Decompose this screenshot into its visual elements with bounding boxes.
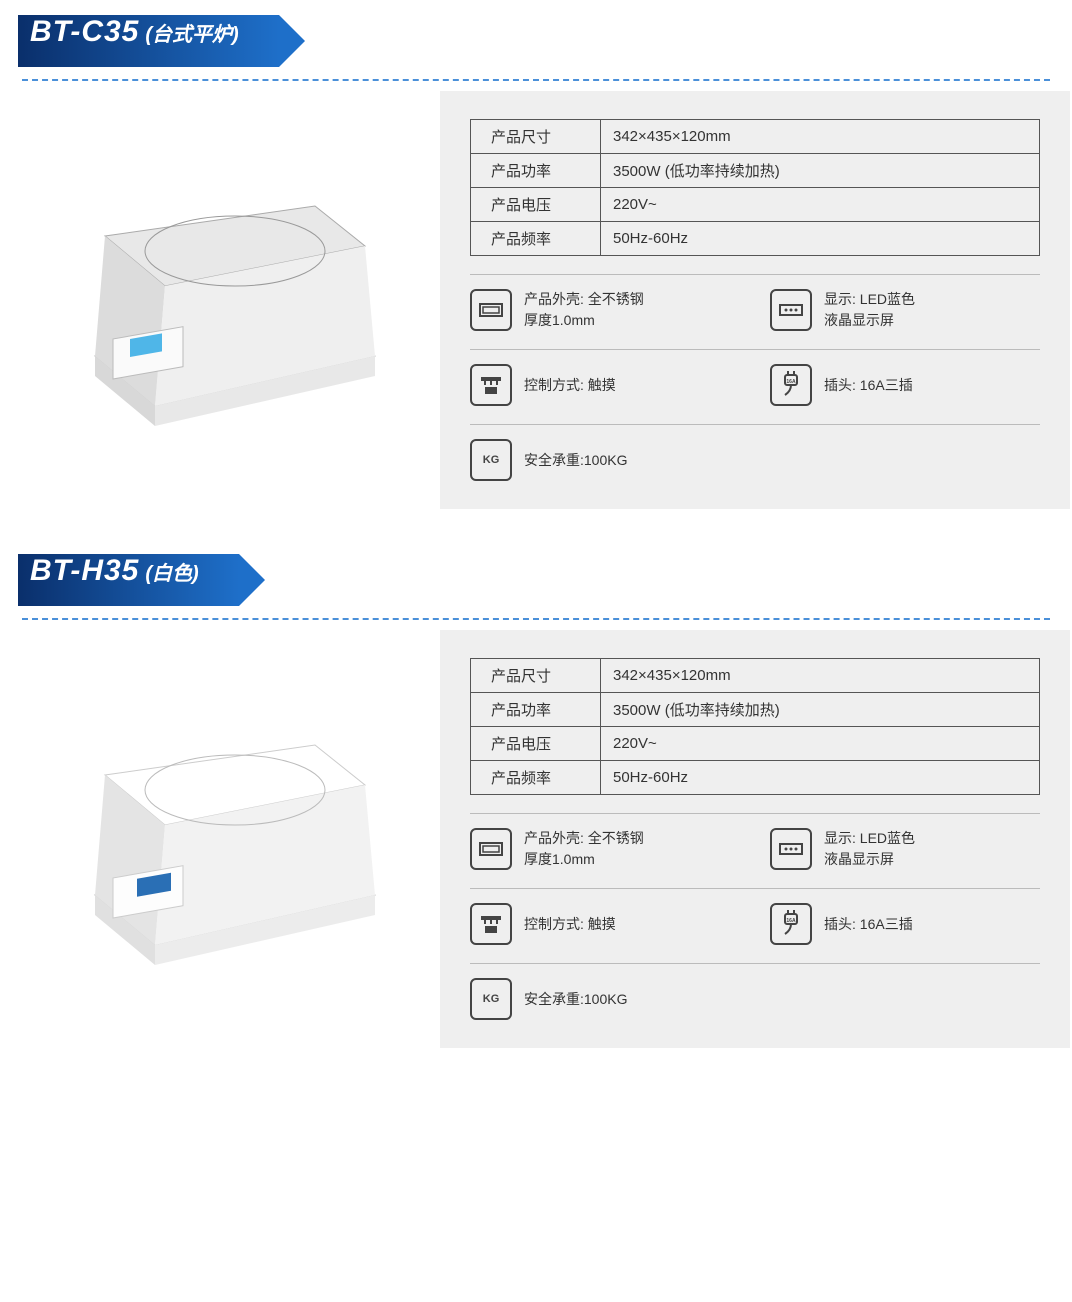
feature-row: KG 安全承重:100KG [470,424,1040,481]
weight-icon: KG [470,978,512,1020]
product-section-2: BT-H35 (白色) 产品尺寸342×435×120mm 产品功率3500W … [0,554,1072,1078]
spec-value: 50Hz-60Hz [601,222,1040,256]
spec-value: 342×435×120mm [601,659,1040,693]
svg-text:16A: 16A [786,918,796,924]
feature-text: 产品外壳: 全不锈钢 厚度1.0mm [524,828,644,870]
feature-row: 控制方式: 触摸 16A 插头: 16A三插 [470,349,1040,406]
display-line1: 显示: LED蓝色 [824,289,915,310]
content-row: 产品尺寸342×435×120mm 产品功率3500W (低功率持续加热) 产品… [0,91,1072,509]
feature-plug: 16A 插头: 16A三插 [770,903,1040,945]
feature-shell: 产品外壳: 全不锈钢 厚度1.0mm [470,828,740,870]
product-image-col [0,630,420,1030]
spec-table: 产品尺寸342×435×120mm 产品功率3500W (低功率持续加热) 产品… [470,658,1040,795]
plug-icon: 16A [770,903,812,945]
spec-value: 342×435×120mm [601,120,1040,154]
feature-text: 显示: LED蓝色 液晶显示屏 [824,289,915,331]
table-row: 产品频率50Hz-60Hz [471,222,1040,256]
feature-row: KG 安全承重:100KG [470,963,1040,1020]
product-image-icon [45,715,385,975]
model-number: BT-C35 [30,15,139,49]
feature-row: 产品外壳: 全不锈钢 厚度1.0mm 显示: LED蓝色 液晶显示屏 [470,274,1040,331]
weight-icon: KG [470,439,512,481]
feature-shell: 产品外壳: 全不锈钢 厚度1.0mm [470,289,740,331]
feature-display: 显示: LED蓝色 液晶显示屏 [770,828,1040,870]
spec-panel: 产品尺寸342×435×120mm 产品功率3500W (低功率持续加热) 产品… [440,91,1070,509]
spec-label: 产品功率 [471,693,601,727]
table-row: 产品电压220V~ [471,727,1040,761]
display-icon [770,828,812,870]
product-image-col [0,91,420,491]
title-background: BT-C35 (台式平炉) [18,15,279,67]
shell-line1: 产品外壳: 全不锈钢 [524,289,644,310]
shell-line2: 厚度1.0mm [524,849,644,870]
svg-text:16A: 16A [786,379,796,385]
dashed-divider [22,79,1050,81]
table-row: 产品功率3500W (低功率持续加热) [471,154,1040,188]
title-banner: BT-C35 (台式平炉) [18,15,1072,67]
spec-value: 3500W (低功率持续加热) [601,693,1040,727]
table-row: 产品功率3500W (低功率持续加热) [471,693,1040,727]
feature-row: 产品外壳: 全不锈钢 厚度1.0mm 显示: LED蓝色 液晶显示屏 [470,813,1040,870]
dashed-divider [22,618,1050,620]
display-line1: 显示: LED蓝色 [824,828,915,849]
control-icon [470,364,512,406]
table-row: 产品尺寸342×435×120mm [471,659,1040,693]
content-row: 产品尺寸342×435×120mm 产品功率3500W (低功率持续加热) 产品… [0,630,1072,1048]
plug-icon: 16A [770,364,812,406]
feature-weight: KG 安全承重:100KG [470,439,1040,481]
spec-panel: 产品尺寸342×435×120mm 产品功率3500W (低功率持续加热) 产品… [440,630,1070,1048]
control-icon [470,903,512,945]
table-row: 产品尺寸342×435×120mm [471,120,1040,154]
weight-text: 安全承重:100KG [524,450,627,471]
spec-value: 220V~ [601,727,1040,761]
plug-text: 插头: 16A三插 [824,375,913,396]
table-row: 产品电压220V~ [471,188,1040,222]
feature-display: 显示: LED蓝色 液晶显示屏 [770,289,1040,331]
table-row: 产品频率50Hz-60Hz [471,761,1040,795]
spec-value: 220V~ [601,188,1040,222]
feature-plug: 16A 插头: 16A三插 [770,364,1040,406]
shell-line1: 产品外壳: 全不锈钢 [524,828,644,849]
control-text: 控制方式: 触摸 [524,375,616,396]
feature-text: 显示: LED蓝色 液晶显示屏 [824,828,915,870]
control-text: 控制方式: 触摸 [524,914,616,935]
display-line2: 液晶显示屏 [824,310,915,331]
title-background: BT-H35 (白色) [18,554,239,606]
spec-label: 产品尺寸 [471,659,601,693]
feature-row: 控制方式: 触摸 16A 插头: 16A三插 [470,888,1040,945]
model-subtitle: (白色) [145,557,198,586]
product-section-1: BT-C35 (台式平炉) 产品尺寸342×435×120mm 产品功率3500… [0,15,1072,539]
display-line2: 液晶显示屏 [824,849,915,870]
feature-weight: KG 安全承重:100KG [470,978,1040,1020]
spec-table: 产品尺寸342×435×120mm 产品功率3500W (低功率持续加热) 产品… [470,119,1040,256]
shell-line2: 厚度1.0mm [524,310,644,331]
weight-text: 安全承重:100KG [524,989,627,1010]
spec-value: 50Hz-60Hz [601,761,1040,795]
feature-control: 控制方式: 触摸 [470,903,740,945]
title-banner: BT-H35 (白色) [18,554,1072,606]
feature-control: 控制方式: 触摸 [470,364,740,406]
spec-label: 产品频率 [471,761,601,795]
spec-label: 产品尺寸 [471,120,601,154]
shell-icon [470,289,512,331]
spec-label: 产品电压 [471,727,601,761]
model-subtitle: (台式平炉) [145,18,238,47]
shell-icon [470,828,512,870]
spec-label: 产品电压 [471,188,601,222]
model-number: BT-H35 [30,554,139,588]
feature-text: 产品外壳: 全不锈钢 厚度1.0mm [524,289,644,331]
plug-text: 插头: 16A三插 [824,914,913,935]
spec-label: 产品功率 [471,154,601,188]
product-image-icon [45,176,385,436]
display-icon [770,289,812,331]
spec-label: 产品频率 [471,222,601,256]
spec-value: 3500W (低功率持续加热) [601,154,1040,188]
